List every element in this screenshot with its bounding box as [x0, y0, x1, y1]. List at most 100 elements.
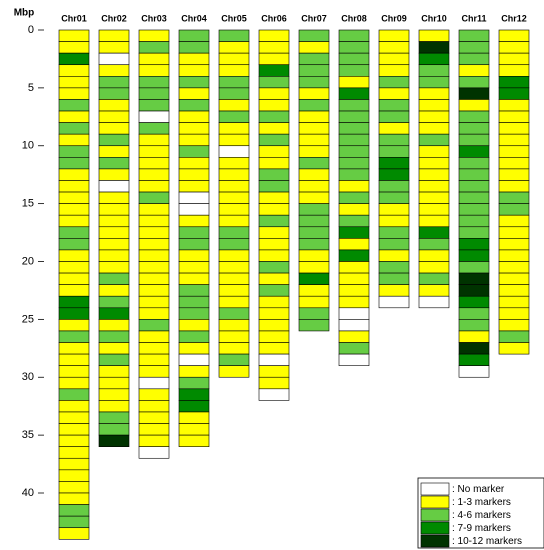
bin: [418, 52, 450, 66]
bin: [418, 238, 450, 251]
bin: [498, 272, 530, 285]
bin: [378, 168, 410, 181]
bin: [178, 353, 210, 366]
bin: [258, 87, 290, 100]
bin: [418, 295, 450, 309]
y-tick-label: 35: [22, 429, 34, 441]
bin: [178, 319, 210, 332]
bin: [138, 203, 170, 216]
bin: [418, 191, 450, 204]
chromosome-label: Chr07: [301, 13, 327, 23]
bin: [178, 411, 210, 424]
bin: [98, 365, 130, 378]
bin: [218, 191, 250, 204]
bin: [378, 87, 410, 100]
legend-swatch: [420, 521, 450, 535]
bin: [298, 284, 330, 297]
bin: [138, 388, 170, 401]
bin: [218, 122, 250, 135]
bin: [298, 133, 330, 147]
chromosome-label: Chr08: [341, 13, 367, 23]
bin: [298, 41, 330, 54]
bin: [458, 330, 490, 343]
y-tick-label: 0: [28, 24, 34, 36]
bin: [98, 330, 130, 343]
bin: [178, 145, 210, 158]
bin: [58, 261, 90, 274]
bin: [498, 180, 530, 193]
bin: [178, 87, 210, 100]
bin: [98, 388, 130, 401]
chromosome-label: Chr03: [141, 13, 167, 23]
bin: [458, 272, 490, 285]
bin: [98, 110, 130, 123]
bin: [258, 295, 290, 309]
bin: [58, 481, 90, 494]
bin: [378, 122, 410, 135]
y-tick-label: 5: [28, 82, 34, 94]
bin: [98, 423, 130, 436]
chromosome-label: Chr06: [261, 13, 287, 23]
legend-label: : 1-3 markers: [452, 497, 511, 508]
legend-swatch: [420, 508, 450, 522]
bin: [338, 64, 370, 77]
bin: [218, 52, 250, 66]
bin: [58, 29, 90, 42]
bin: [338, 226, 370, 239]
bin: [58, 365, 90, 378]
bin: [418, 249, 450, 262]
bin: [98, 52, 130, 66]
bin: [258, 168, 290, 181]
bin: [218, 99, 250, 112]
bin: [218, 226, 250, 239]
bin: [98, 411, 130, 424]
bin: [178, 64, 210, 77]
bin: [58, 214, 90, 228]
bin: [258, 76, 290, 89]
legend-swatch: [420, 482, 450, 496]
bin: [178, 110, 210, 123]
chromosome-label: Chr01: [61, 13, 87, 23]
bin: [338, 122, 370, 135]
bin: [498, 319, 530, 332]
bin: [58, 133, 90, 147]
bin: [218, 180, 250, 193]
bin: [498, 214, 530, 228]
bin: [418, 180, 450, 193]
bin: [138, 249, 170, 262]
bin: [458, 145, 490, 158]
bin: [138, 87, 170, 100]
bin: [338, 249, 370, 262]
bin: [98, 29, 130, 42]
bin: [138, 64, 170, 77]
bin: [218, 238, 250, 251]
bin: [338, 110, 370, 123]
bin: [418, 226, 450, 239]
bin: [58, 446, 90, 459]
bin: [98, 238, 130, 251]
bin: [498, 122, 530, 135]
bin: [178, 249, 210, 262]
bin: [58, 411, 90, 424]
bin: [138, 423, 170, 436]
bin: [98, 226, 130, 239]
bin: [58, 434, 90, 447]
bin: [258, 342, 290, 355]
legend-label: : 4-6 markers: [452, 510, 511, 521]
bin: [338, 41, 370, 54]
bin: [458, 191, 490, 204]
bin: [58, 307, 90, 320]
bin: [498, 226, 530, 239]
bin: [218, 365, 250, 378]
bin: [498, 41, 530, 54]
bin: [498, 52, 530, 66]
bin: [378, 238, 410, 251]
bin: [258, 353, 290, 366]
bin: [218, 145, 250, 158]
bin: [178, 238, 210, 251]
bin: [418, 110, 450, 123]
bin: [458, 295, 490, 309]
bin: [218, 41, 250, 54]
bin: [418, 168, 450, 181]
bin: [498, 133, 530, 147]
